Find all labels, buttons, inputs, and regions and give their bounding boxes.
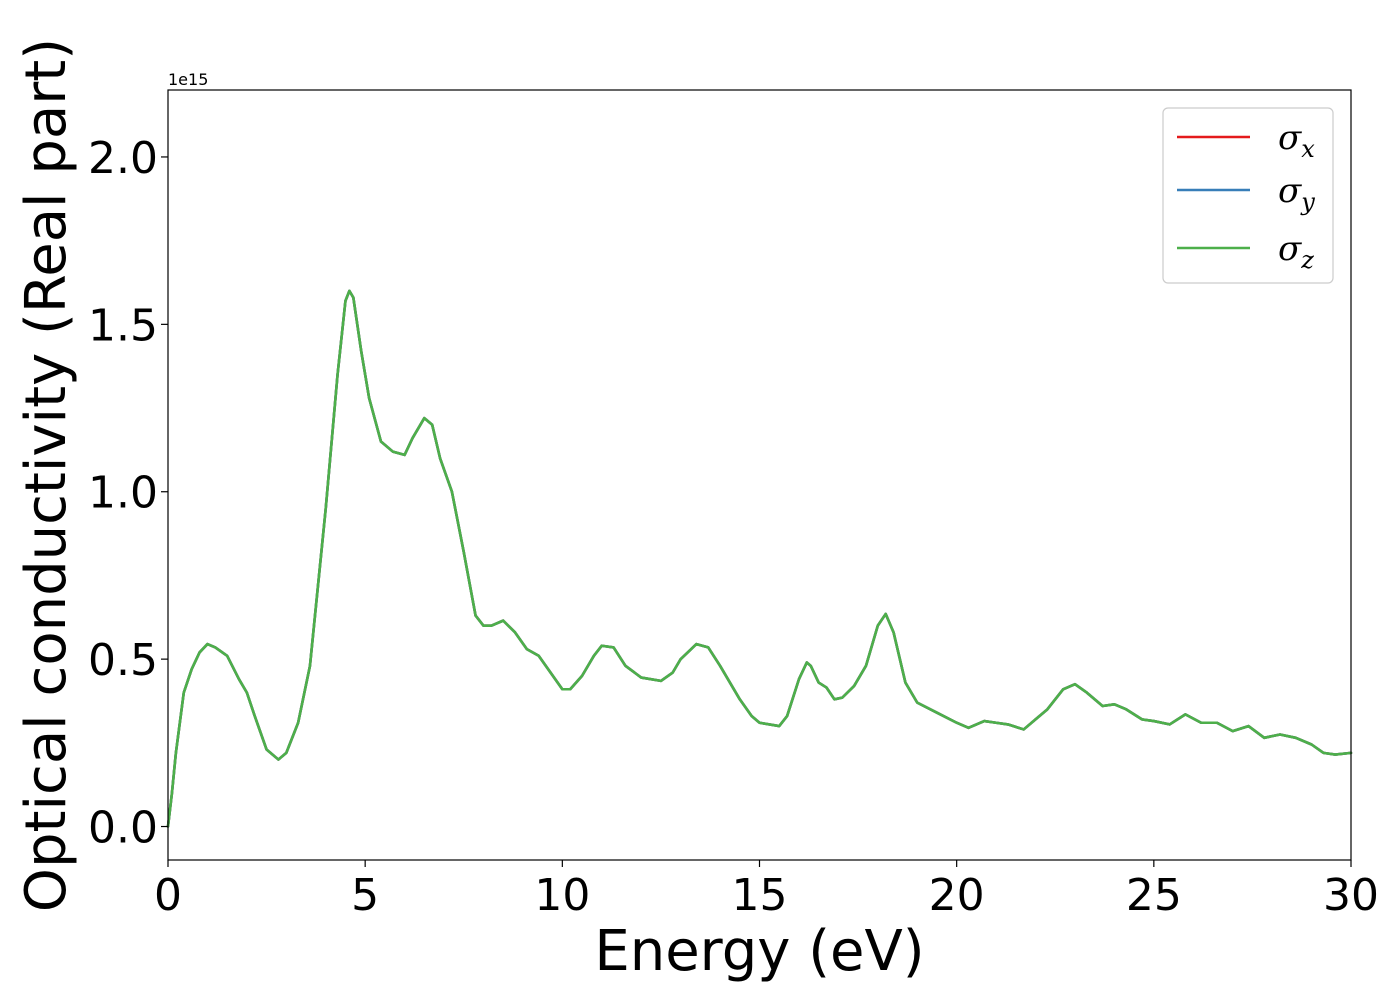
x-tick-label: 25: [1126, 870, 1182, 921]
y-axis-title: Optical conductivity (Real part): [14, 38, 79, 912]
y-tick-label: 2.0: [88, 133, 158, 184]
legend-label-z: σz: [1278, 229, 1314, 274]
x-tick-label: 5: [351, 870, 379, 921]
y-axis-ticks: 0.0 0.5 1.0 1.5 2.0: [88, 133, 168, 854]
legend: σx σy σz: [1162, 107, 1334, 284]
y-tick-label: 1.0: [88, 468, 158, 519]
x-tick-label: 15: [732, 870, 788, 921]
legend-frame: [1162, 107, 1334, 284]
series-line-z: [166, 289, 1353, 828]
y-tick-label: 0.5: [88, 635, 158, 686]
legend-label-y: σy: [1278, 171, 1315, 216]
y-tick-label: 1.5: [88, 300, 158, 351]
x-axis-title: Energy (eV): [594, 919, 924, 984]
x-tick-label: 20: [929, 870, 985, 921]
y-tick-label: 0.0: [88, 803, 158, 854]
legend-entries: σx σy σz: [1177, 118, 1315, 274]
y-offset-label: 1e15: [168, 70, 208, 89]
series-layer: [166, 289, 1353, 828]
x-tick-label: 10: [534, 870, 590, 921]
x-tick-label: 30: [1323, 870, 1379, 921]
x-axis-ticks: 0 5 10 15 20 25 30: [154, 860, 1379, 921]
legend-label-x: σx: [1278, 118, 1315, 163]
x-tick-label: 0: [154, 870, 182, 921]
